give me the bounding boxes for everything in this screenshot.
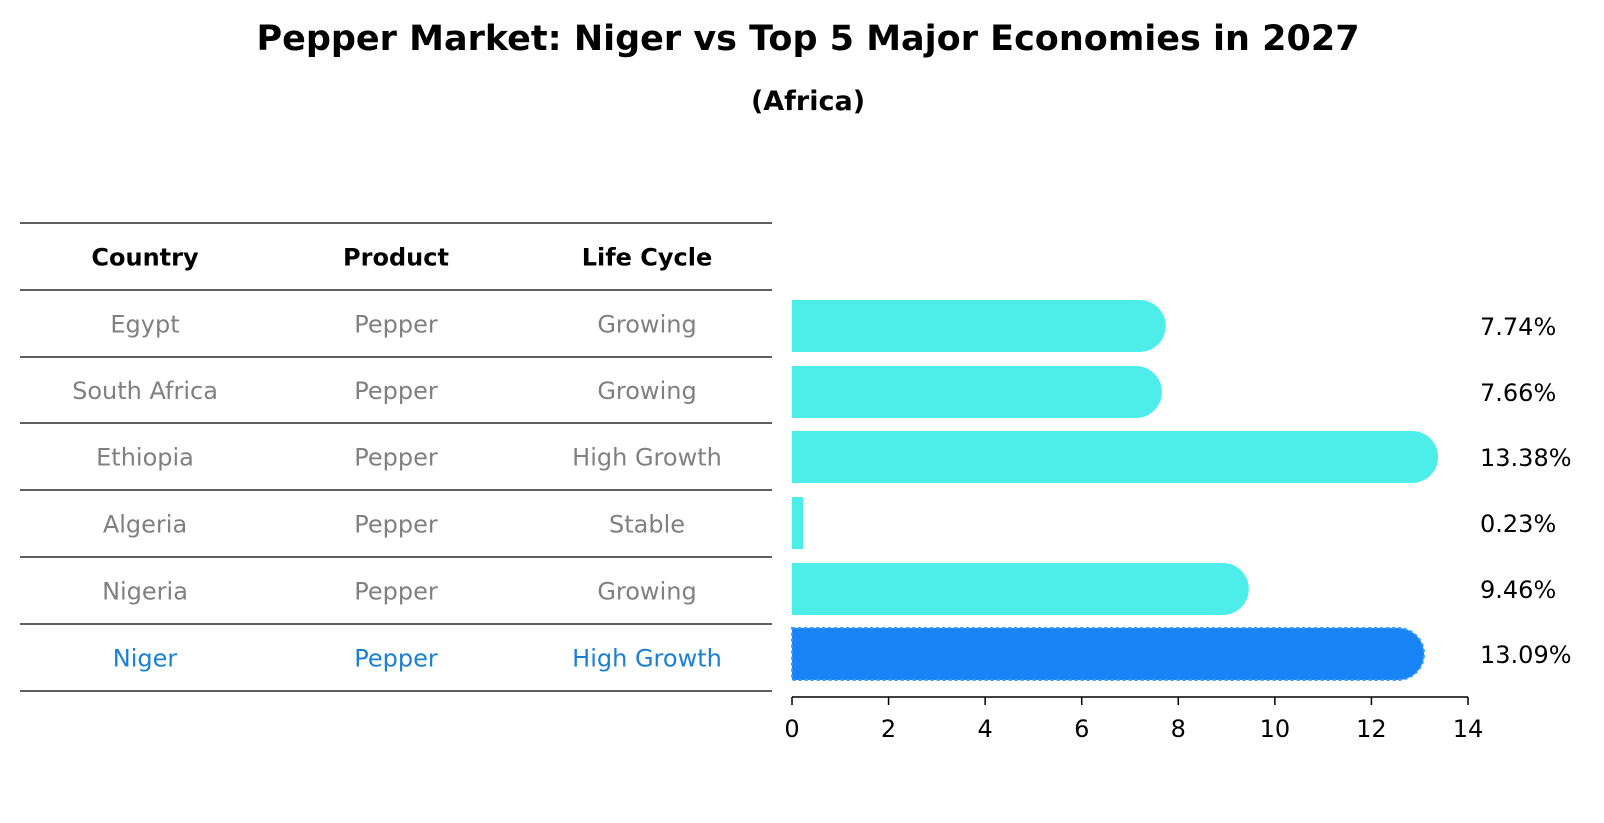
bar-nigeria [792, 563, 1249, 615]
x-tick-label: 4 [978, 715, 993, 743]
x-tick-label: 8 [1171, 715, 1186, 743]
chart-subtitle: (Africa) [751, 86, 865, 117]
x-tick-label: 12 [1356, 715, 1387, 743]
bar-algeria [792, 497, 804, 549]
table-cell: Pepper [354, 377, 438, 405]
table-cell: Pepper [354, 511, 438, 539]
bar-value-label: 0.23% [1480, 510, 1556, 538]
table-cell: Nigeria [102, 578, 188, 606]
bar-value-label: 13.38% [1480, 444, 1572, 472]
bar-plot: 7.74% 7.66% 13.38% 0.23% 9.46% 13.09% [791, 300, 1572, 681]
bar-niger [791, 627, 1426, 681]
table-cell: Niger [113, 645, 178, 673]
table-cell: Algeria [103, 511, 187, 539]
bar-value-label: 7.66% [1480, 379, 1556, 407]
table-header: Product [343, 244, 449, 272]
x-tick-label: 0 [784, 715, 799, 743]
table-cell: Pepper [354, 311, 438, 339]
data-table: Country Product Life Cycle Egypt Pepper Growi… [20, 222, 772, 692]
table-cell: Growing [597, 578, 696, 606]
table-cell: High Growth [572, 645, 722, 673]
table-cell: South Africa [72, 377, 218, 405]
bar-south-africa [792, 366, 1162, 418]
table-cell: Growing [597, 311, 696, 339]
table-header: Life Cycle [582, 244, 713, 272]
x-axis: 0 2 4 6 8 10 12 14 [784, 696, 1484, 743]
bar-ethiopia [792, 431, 1439, 483]
chart-title: Pepper Market: Niger vs Top 5 Major Econ… [256, 19, 1359, 59]
table-cell: Stable [609, 511, 685, 539]
table-cell: Egypt [110, 311, 179, 339]
table-cell: Growing [597, 377, 696, 405]
x-tick-label: 2 [881, 715, 896, 743]
bar-value-label: 9.46% [1480, 576, 1556, 604]
x-tick-label: 10 [1260, 715, 1291, 743]
table-cell: High Growth [572, 444, 722, 472]
bar-value-label: 13.09% [1480, 641, 1572, 669]
x-tick-label: 6 [1074, 715, 1089, 743]
table-cell: Pepper [354, 645, 438, 673]
x-tick-label: 14 [1453, 715, 1484, 743]
bar-value-label: 7.74% [1480, 313, 1556, 341]
table-cell: Pepper [354, 578, 438, 606]
bar-egypt [792, 300, 1166, 352]
table-cell: Ethiopia [96, 444, 194, 472]
table-cell: Pepper [354, 444, 438, 472]
table-header: Country [91, 244, 199, 272]
